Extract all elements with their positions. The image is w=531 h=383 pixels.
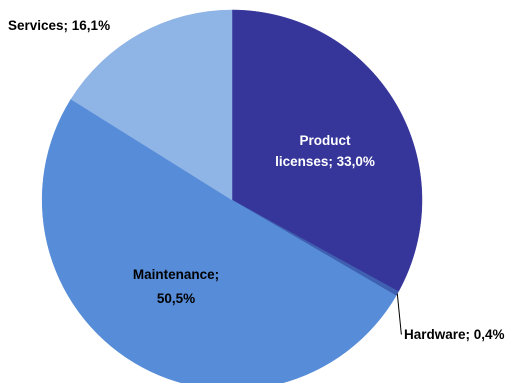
slice-label-line: Services; 16,1%: [8, 18, 110, 33]
slice-label-line: licenses; 33,0%: [275, 154, 375, 169]
slice-label-maintenance: Maintenance; 50,5%: [133, 267, 219, 306]
pie-slice-maintenance: [41, 98, 397, 383]
slice-label-line: Maintenance;: [133, 267, 219, 282]
slice-label-product-licenses: Product licenses; 33,0%: [275, 133, 375, 169]
slice-label-hardware: Hardware; 0,4%: [404, 327, 505, 342]
slice-label-line: Product: [299, 133, 351, 148]
slice-label-line: Hardware; 0,4%: [404, 327, 505, 342]
pie-slice-product-licenses: [231, 9, 423, 292]
slice-label-services: Services; 16,1%: [8, 18, 110, 33]
slice-label-line: 50,5%: [157, 291, 195, 306]
pie-slice-services: [70, 9, 233, 201]
leader-line-hardware: [396, 293, 402, 335]
